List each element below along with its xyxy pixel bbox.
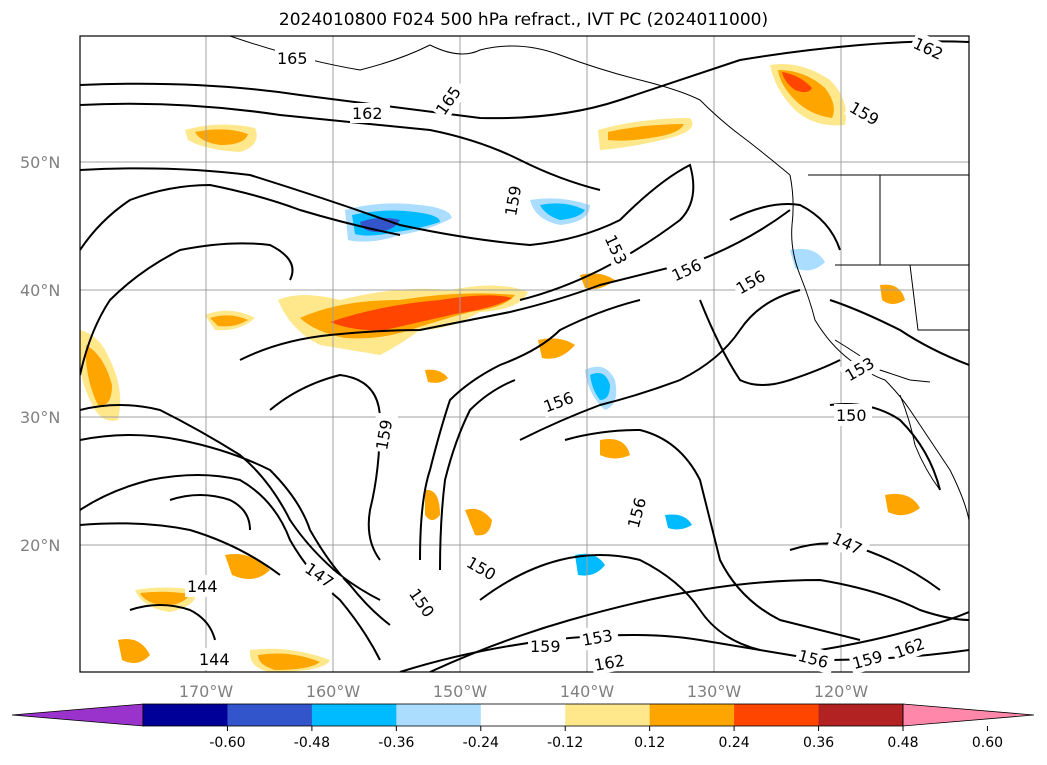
shade-pos-small-11 — [225, 554, 270, 579]
lon-label: 150°W — [433, 682, 488, 701]
colorbar-tick-label: 0.36 — [803, 735, 834, 751]
shade-pos-small-9 — [425, 489, 440, 520]
shade-negative-3-core — [590, 372, 610, 400]
colorbar: -0.60 -0.48 -0.36 -0.24 -0.12 0.12 0.24 0.36 0.4… — [11, 703, 1035, 751]
colorbar-swatch — [734, 704, 820, 726]
contour-label: 150 — [836, 406, 867, 425]
lat-label: 20°N — [20, 536, 60, 555]
latitude-labels: 50°N 40°N 30°N 20°N — [20, 153, 60, 555]
colorbar-tick-label: -0.48 — [294, 735, 330, 751]
colorbar-swatch — [818, 704, 904, 726]
shade-negative-5 — [665, 514, 692, 530]
colorbar-tick-label: 0.60 — [972, 735, 1003, 751]
shade-pos-small-8 — [465, 508, 492, 536]
shade-pos-small-3-core — [258, 653, 320, 670]
colorbar-tick-label: -0.12 — [547, 735, 583, 751]
lat-label: 50°N — [20, 153, 60, 172]
contour-label: 165 — [277, 49, 308, 68]
shade-pos-small-10 — [118, 639, 150, 664]
colorbar-tick-label: -0.36 — [378, 735, 414, 751]
colorbar-swatch — [480, 704, 566, 726]
lon-label: 140°W — [560, 682, 615, 701]
shade-pos-small-6 — [880, 284, 905, 304]
shade-pos-small-2-core — [140, 591, 190, 606]
contour-label: 159 — [530, 637, 561, 656]
colorbar-swatch — [311, 704, 397, 726]
contour-label: 144 — [199, 650, 230, 669]
colorbar-swatch — [649, 704, 735, 726]
colorbar-arrow-high — [902, 703, 1035, 727]
shade-negative-2-core — [540, 203, 585, 220]
colorbar-swatch — [227, 704, 313, 726]
shade-topright-peak — [782, 72, 812, 93]
map-title: 2024010800 F024 500 hPa refract., IVT PC… — [278, 10, 769, 30]
shade-topmid-core — [608, 124, 684, 141]
contour-label: 144 — [187, 577, 218, 596]
shade-negative-6 — [790, 248, 825, 271]
lat-label: 30°N — [20, 408, 60, 427]
shade-pos-small-1-core — [210, 315, 248, 327]
contour-label: 150 — [0, 0, 31, 4]
contour-label: 162 — [352, 104, 383, 123]
lon-label: 120°W — [814, 682, 869, 701]
shade-negative-4 — [575, 553, 605, 576]
coastlines — [229, 36, 969, 521]
lon-label: 170°W — [179, 682, 234, 701]
shade-pos-small-13 — [538, 338, 575, 359]
colorbar-swatch — [396, 704, 482, 726]
shade-left-blob-core — [86, 345, 112, 406]
lon-label: 130°W — [687, 682, 742, 701]
colorbar-tick-label: -0.60 — [209, 735, 245, 751]
map-frame — [79, 35, 970, 673]
colorbar-tick-label: 0.48 — [887, 735, 918, 751]
shade-positive-band-peak — [330, 295, 512, 331]
colorbar-tick-label: -0.24 — [463, 735, 499, 751]
shaded-anomaly-fields — [80, 64, 920, 672]
shade-pos-small-4 — [600, 439, 630, 459]
contour-label-group: 165 162 165 159 153 156 156 159 162 159 … — [0, 0, 947, 675]
shade-pos-small-5 — [885, 493, 920, 516]
colorbar-swatch — [143, 704, 228, 726]
colorbar-tick-label: 0.24 — [719, 735, 750, 751]
lon-label: 160°W — [306, 682, 361, 701]
colorbar-swatch — [565, 704, 651, 726]
longitude-labels: 170°W 160°W 150°W 140°W 130°W 120°W — [179, 682, 869, 701]
colorbar-border — [142, 703, 904, 727]
lat-label: 40°N — [20, 281, 60, 300]
colorbar-tick-label: 0.12 — [634, 735, 665, 751]
colorbar-arrow-low — [11, 703, 144, 727]
shade-topleft-core — [195, 129, 248, 145]
shade-pos-small-7 — [425, 369, 448, 383]
shade-pos-small-12 — [580, 273, 615, 289]
